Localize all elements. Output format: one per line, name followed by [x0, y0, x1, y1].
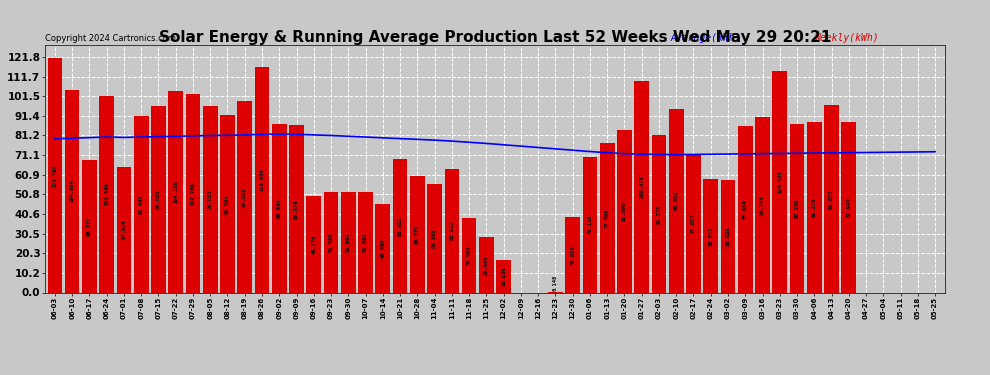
- Bar: [99, 96, 114, 292]
- Text: 56.368: 56.368: [432, 228, 438, 248]
- Text: 104.216: 104.216: [173, 180, 178, 203]
- Text: 121.392: 121.392: [52, 164, 57, 186]
- Bar: [375, 204, 390, 292]
- Bar: [772, 71, 787, 292]
- Bar: [64, 90, 79, 292]
- Text: 81.228: 81.228: [656, 204, 661, 224]
- Bar: [341, 192, 355, 292]
- Bar: [254, 66, 269, 292]
- Text: 86.576: 86.576: [294, 199, 299, 219]
- Text: 49.776: 49.776: [311, 235, 316, 254]
- Bar: [635, 81, 649, 292]
- Text: 96.852: 96.852: [829, 189, 834, 209]
- Bar: [48, 58, 62, 292]
- Text: 83.860: 83.860: [622, 202, 627, 221]
- Text: 87.256: 87.256: [795, 198, 800, 218]
- Bar: [617, 130, 632, 292]
- Text: 38.500: 38.500: [466, 246, 471, 265]
- Text: 38.816: 38.816: [570, 245, 575, 265]
- Text: 90.744: 90.744: [760, 195, 765, 214]
- Bar: [721, 180, 736, 292]
- Bar: [738, 126, 752, 292]
- Bar: [272, 124, 286, 292]
- Text: 102.768: 102.768: [190, 182, 195, 204]
- Bar: [479, 237, 494, 292]
- Text: 98.892: 98.892: [243, 187, 248, 207]
- Text: 68.952: 68.952: [398, 216, 403, 236]
- Text: 16.836: 16.836: [501, 267, 506, 286]
- Text: 46.006: 46.006: [380, 238, 385, 258]
- Bar: [565, 217, 580, 292]
- Text: 88.276: 88.276: [812, 197, 817, 217]
- Text: 91.448: 91.448: [139, 194, 144, 214]
- Text: 101.840: 101.840: [104, 183, 109, 206]
- Bar: [600, 143, 615, 292]
- Text: 63.912: 63.912: [449, 221, 454, 240]
- Title: Solar Energy & Running Average Production Last 52 Weeks Wed May 29 20:21: Solar Energy & Running Average Productio…: [158, 30, 832, 45]
- Bar: [82, 160, 97, 292]
- Text: 64.924: 64.924: [122, 220, 127, 240]
- Text: 0.148: 0.148: [552, 274, 558, 291]
- Text: 87.940: 87.940: [846, 198, 851, 217]
- Bar: [393, 159, 408, 292]
- Bar: [755, 117, 770, 292]
- Bar: [807, 122, 822, 292]
- Bar: [289, 125, 304, 292]
- Text: 51.892: 51.892: [346, 232, 350, 252]
- Bar: [324, 192, 339, 292]
- Text: Average(kWh): Average(kWh): [670, 33, 742, 42]
- Text: 68.721: 68.721: [87, 216, 92, 236]
- Text: 51.868: 51.868: [329, 232, 334, 252]
- Bar: [186, 94, 200, 292]
- Bar: [651, 135, 666, 292]
- Bar: [358, 192, 373, 292]
- Bar: [825, 105, 839, 292]
- Text: 71.672: 71.672: [691, 213, 696, 233]
- Bar: [496, 260, 511, 292]
- Bar: [428, 183, 442, 292]
- Text: 116.856: 116.856: [259, 168, 264, 191]
- Text: 96.552: 96.552: [208, 189, 213, 209]
- Text: 114.428: 114.428: [777, 171, 782, 193]
- Text: 86.944: 86.944: [277, 199, 282, 218]
- Text: 91.584: 91.584: [225, 194, 230, 214]
- Text: 77.096: 77.096: [605, 208, 610, 228]
- Bar: [582, 157, 597, 292]
- Bar: [461, 218, 476, 292]
- Text: 85.884: 85.884: [742, 200, 747, 219]
- Bar: [686, 154, 701, 292]
- Text: 70.116: 70.116: [587, 215, 592, 234]
- Bar: [151, 106, 165, 292]
- Bar: [445, 169, 459, 292]
- Bar: [220, 116, 235, 292]
- Bar: [790, 124, 804, 292]
- Text: 109.476: 109.476: [640, 175, 644, 198]
- Bar: [669, 109, 683, 292]
- Text: Weekly(kWh): Weekly(kWh): [815, 33, 879, 42]
- Bar: [238, 101, 252, 292]
- Text: 58.612: 58.612: [708, 226, 713, 246]
- Bar: [168, 91, 183, 292]
- Text: 51.892: 51.892: [363, 232, 368, 252]
- Text: Copyright 2024 Cartronics.com: Copyright 2024 Cartronics.com: [45, 33, 175, 42]
- Bar: [203, 106, 218, 292]
- Text: 28.600: 28.600: [484, 255, 489, 274]
- Bar: [704, 179, 718, 292]
- Text: 58.028: 58.028: [726, 226, 731, 246]
- Bar: [410, 176, 425, 292]
- Text: 95.052: 95.052: [674, 191, 679, 210]
- Text: 60.372: 60.372: [415, 224, 420, 244]
- Text: 104.884: 104.884: [69, 180, 74, 203]
- Bar: [842, 123, 856, 292]
- Bar: [117, 167, 132, 292]
- Text: 96.560: 96.560: [156, 189, 161, 209]
- Bar: [307, 196, 321, 292]
- Bar: [134, 116, 148, 292]
